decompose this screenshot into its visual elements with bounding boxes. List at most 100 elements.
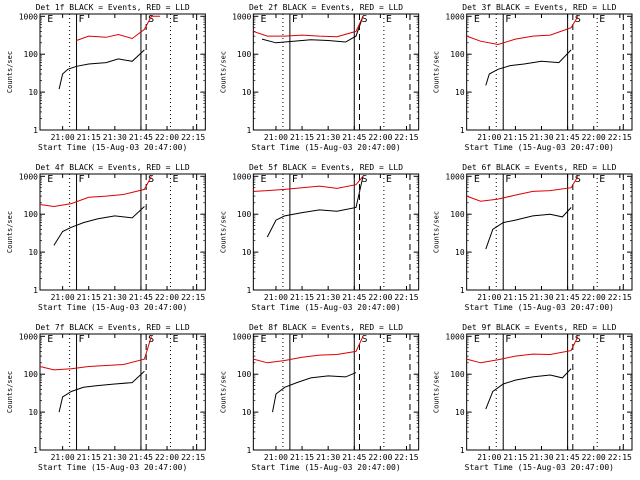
x-tick-label: 21:15 [290, 133, 314, 142]
events-series-line [485, 49, 572, 86]
phase-marker-label: E [47, 14, 53, 25]
phase-marker-label: F [79, 174, 85, 185]
lld-series-line [466, 16, 579, 46]
x-tick-label: 22:15 [394, 133, 418, 142]
y-tick-label: 1000 [232, 332, 251, 341]
detector-panel-6: Det 6f BLACK = Events, RED = LLD 1 10 100 10… [433, 163, 633, 312]
phase-marker-label: E [47, 334, 53, 345]
y-tick-label: 100 [450, 210, 465, 219]
phase-marker-label: E [386, 334, 392, 345]
x-tick-label: 22:00 [155, 453, 179, 462]
y-tick-label: 100 [450, 50, 465, 59]
phase-marker-label: S [361, 14, 367, 25]
lld-series-line [39, 336, 152, 371]
x-tick-label: 21:15 [77, 133, 101, 142]
events-series-line [485, 368, 572, 410]
phase-marker-label: E [599, 174, 605, 185]
detector-panel-4: Det 4f BLACK = Events, RED = LLD 1 10 100 10… [6, 163, 206, 312]
plot-frame [39, 13, 206, 131]
x-tick-label: 21:00 [264, 453, 288, 462]
phase-marker-label: F [505, 334, 511, 345]
x-axis-label: Start Time (15-Aug-03 20:47:00) [251, 303, 400, 312]
x-tick-label: 21:15 [503, 453, 527, 462]
y-tick-label: 1 [247, 446, 252, 455]
y-tick-label: 1 [33, 446, 38, 455]
y-tick-label: 100 [237, 370, 252, 379]
x-tick-label: 21:15 [503, 293, 527, 302]
events-series-line [266, 176, 364, 238]
x-tick-label: 21:00 [477, 133, 501, 142]
x-tick-label: 21:45 [129, 453, 153, 462]
x-tick-label: 22:00 [582, 293, 606, 302]
phase-marker-label: E [386, 14, 392, 25]
phase-marker-label: S [361, 334, 367, 345]
phase-marker-label: E [599, 14, 605, 25]
y-tick-label: 1000 [19, 332, 38, 341]
y-axis-label: Counts/sec [219, 51, 227, 93]
y-tick-label: 1 [33, 286, 38, 295]
y-tick-label: 1000 [19, 12, 38, 21]
events-series-line [58, 49, 145, 90]
y-tick-label: 100 [24, 50, 39, 59]
y-axis-label: Counts/sec [433, 371, 441, 413]
y-tick-label: 1000 [445, 172, 464, 181]
phase-marker-label: E [173, 334, 179, 345]
y-tick-label: 10 [242, 88, 252, 97]
lld-series-line [76, 15, 161, 41]
x-tick-label: 21:15 [77, 293, 101, 302]
phase-marker-label: S [148, 174, 154, 185]
x-tick-label: 22:15 [608, 293, 632, 302]
phase-marker-label: E [261, 334, 267, 345]
phase-marker-label: E [261, 14, 267, 25]
y-tick-label: 10 [28, 88, 38, 97]
y-tick-label: 100 [24, 210, 39, 219]
phase-marker-label: S [361, 174, 367, 185]
events-series-line [58, 370, 145, 413]
x-tick-label: 21:00 [51, 133, 75, 142]
x-tick-label: 21:45 [129, 293, 153, 302]
x-tick-label: 22:15 [608, 133, 632, 142]
x-tick-label: 21:15 [77, 453, 101, 462]
x-axis-label: Start Time (15-Aug-03 20:47:00) [251, 143, 400, 152]
x-tick-label: 21:00 [264, 133, 288, 142]
plot-frame [252, 13, 420, 131]
x-tick-label: 21:45 [556, 133, 580, 142]
x-tick-label: 21:00 [51, 293, 75, 302]
events-series-line [272, 372, 357, 413]
phase-marker-label: E [173, 14, 179, 25]
phase-marker-label: S [148, 14, 154, 25]
y-tick-label: 1 [247, 286, 252, 295]
plot-frame [466, 173, 633, 291]
x-tick-label: 22:15 [608, 453, 632, 462]
y-tick-label: 1 [460, 446, 465, 455]
x-tick-label: 21:30 [529, 293, 553, 302]
x-tick-label: 21:15 [290, 293, 314, 302]
x-tick-label: 21:45 [342, 133, 366, 142]
y-axis-label: Counts/sec [6, 371, 14, 413]
x-axis-label: Start Time (15-Aug-03 20:47:00) [465, 303, 614, 312]
phase-marker-label: E [386, 174, 392, 185]
detector-panel-7: Det 7f BLACK = Events, RED = LLD 1 10 100 10… [6, 323, 206, 472]
events-series-line [53, 206, 145, 246]
y-tick-label: 100 [237, 50, 252, 59]
y-tick-label: 10 [28, 408, 38, 417]
x-axis-label: Start Time (15-Aug-03 20:47:00) [38, 143, 187, 152]
y-axis-label: Counts/sec [6, 211, 14, 253]
phase-marker-label: S [575, 334, 581, 345]
x-tick-label: 21:30 [103, 453, 127, 462]
phase-marker-label: E [173, 174, 179, 185]
x-tick-label: 22:15 [181, 133, 205, 142]
phase-marker-label: E [474, 14, 480, 25]
y-tick-label: 10 [455, 408, 465, 417]
x-tick-label: 21:15 [290, 453, 314, 462]
x-tick-label: 21:15 [503, 133, 527, 142]
y-tick-label: 1000 [232, 172, 251, 181]
x-axis-label: Start Time (15-Aug-03 20:47:00) [251, 463, 400, 472]
lld-series-line [39, 176, 152, 208]
x-tick-label: 21:00 [51, 453, 75, 462]
y-axis-label: Counts/sec [6, 51, 14, 93]
phase-marker-label: F [292, 334, 298, 345]
y-tick-label: 10 [455, 248, 465, 257]
panel-title: Det 2f BLACK = Events, RED = LLD [249, 3, 403, 12]
